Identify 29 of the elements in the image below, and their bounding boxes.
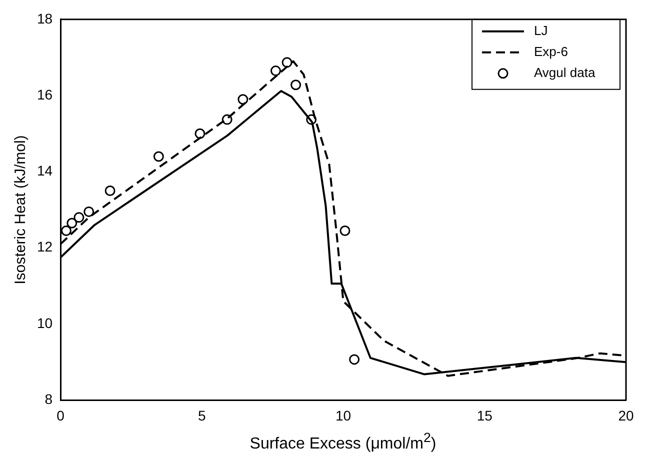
point bbox=[104, 186, 116, 196]
y-tick-label: 18 bbox=[36, 10, 53, 26]
x-tick-label: 20 bbox=[618, 407, 634, 424]
point bbox=[194, 128, 206, 139]
point bbox=[74, 212, 84, 223]
legend-label: LJ bbox=[534, 22, 548, 38]
y-tick-label: 16 bbox=[36, 86, 53, 102]
legend-label: Avgul data bbox=[534, 64, 596, 80]
point bbox=[60, 225, 72, 236]
point bbox=[340, 225, 350, 236]
y-tick-label: 8 bbox=[44, 391, 53, 408]
x-tick-label: 0 bbox=[56, 407, 65, 424]
y-tick-label: 12 bbox=[36, 238, 53, 255]
y-tick-label: 10 bbox=[36, 314, 53, 331]
point bbox=[153, 151, 164, 162]
point bbox=[282, 57, 292, 68]
point bbox=[66, 218, 78, 228]
y-tick-label: 14 bbox=[36, 162, 53, 179]
y-axis-title: Isosteric Heat (kJ/mol) bbox=[12, 135, 30, 284]
x-tick-label: 15 bbox=[476, 407, 493, 424]
point bbox=[290, 80, 302, 90]
x-tick-label: 5 bbox=[198, 407, 206, 424]
point bbox=[349, 354, 360, 365]
x-axis-title: Surface Excess (μmol/m$^{2}$) bbox=[248, 430, 438, 454]
point bbox=[270, 66, 281, 76]
point bbox=[84, 206, 94, 217]
point bbox=[238, 94, 248, 105]
x-tick-label: 10 bbox=[335, 407, 352, 424]
legend-label: Exp-6 bbox=[534, 44, 568, 59]
